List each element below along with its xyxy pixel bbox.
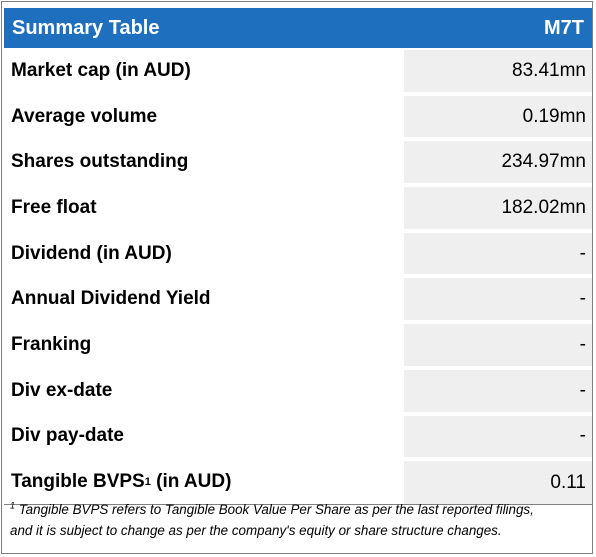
- row-value: -: [404, 413, 592, 460]
- table-row-franking: Franking -: [4, 322, 592, 368]
- footnote-text-1: Tangible BVPS refers to Tangible Book Va…: [15, 502, 534, 517]
- table-row-shares-outstanding: Shares outstanding 234.97mn: [4, 139, 592, 186]
- table-row-average-volume: Average volume 0.19mn: [4, 93, 592, 140]
- row-label: Annual Dividend Yield: [11, 288, 211, 310]
- footnote-number: 1: [10, 500, 16, 511]
- footnote-line-2: and it is subject to change as per the c…: [10, 523, 502, 538]
- table-row-tangible-bvps: Tangible BVPS 1 (in AUD) 0.11: [4, 459, 592, 505]
- table-row-dividend: Dividend (in AUD) -: [4, 230, 592, 277]
- table-row-div-ex-date: Div ex-date -: [4, 367, 592, 414]
- row-value: -: [404, 276, 592, 323]
- row-value: 182.02mn: [404, 185, 592, 231]
- row-value: 83.41mn: [404, 48, 592, 94]
- table-body: Market cap (in AUD) 83.41mn Average volu…: [4, 48, 592, 505]
- table-row-div-pay-date: Div pay-date -: [4, 413, 592, 460]
- row-label: Free float: [11, 196, 97, 218]
- row-value: -: [404, 367, 592, 414]
- row-value: -: [404, 322, 592, 368]
- ticker-symbol: M7T: [544, 16, 584, 39]
- row-label: Div ex-date: [11, 379, 113, 401]
- row-value: 0.11: [404, 459, 592, 504]
- table-title: Summary Table: [12, 16, 160, 39]
- footnote: 1 Tangible BVPS refers to Tangible Book …: [10, 499, 594, 541]
- row-value: 234.97mn: [404, 139, 592, 186]
- row-label: Average volume: [11, 105, 158, 127]
- row-label: Market cap (in AUD): [11, 59, 191, 81]
- row-label-text: Tangible BVPS: [11, 470, 145, 492]
- row-label: Tangible BVPS 1 (in AUD): [11, 470, 232, 492]
- row-label: Div pay-date: [11, 425, 124, 447]
- table-row-market-cap: Market cap (in AUD) 83.41mn: [4, 48, 592, 94]
- footnote-line-1: 1 Tangible BVPS refers to Tangible Book …: [10, 499, 594, 520]
- row-label: Franking: [11, 333, 92, 355]
- table-row-annual-dividend-yield: Annual Dividend Yield -: [4, 276, 592, 323]
- row-value: -: [404, 230, 592, 277]
- row-label-suffix: (in AUD): [150, 470, 232, 492]
- row-label: Shares outstanding: [11, 151, 189, 173]
- table-row-free-float: Free float 182.02mn: [4, 185, 592, 231]
- table-header: Summary Table M7T: [4, 8, 592, 48]
- row-label: Dividend (in AUD): [11, 242, 172, 264]
- row-value: 0.19mn: [404, 93, 592, 140]
